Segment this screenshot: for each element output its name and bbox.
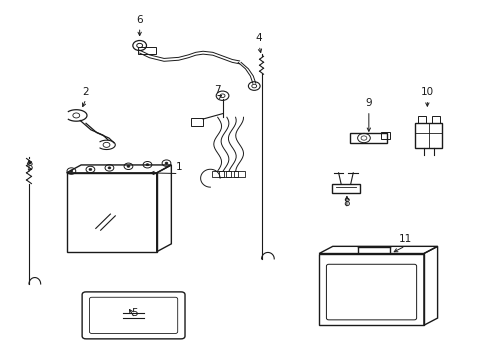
Circle shape	[127, 165, 130, 167]
Text: 5: 5	[131, 308, 138, 318]
Text: 3: 3	[25, 162, 32, 172]
Bar	[190, 118, 203, 126]
Text: 4: 4	[255, 33, 262, 43]
Circle shape	[70, 170, 73, 172]
Text: 2: 2	[82, 87, 89, 97]
Bar	[211, 171, 223, 177]
Text: 8: 8	[343, 198, 349, 208]
Text: 9: 9	[365, 98, 371, 108]
Bar	[380, 132, 389, 139]
Text: 10: 10	[420, 87, 433, 97]
Circle shape	[108, 167, 111, 169]
Bar	[431, 116, 439, 123]
Bar	[417, 116, 425, 123]
Bar	[138, 47, 156, 54]
Bar	[349, 133, 386, 143]
Text: 1: 1	[175, 162, 182, 172]
Bar	[226, 171, 238, 177]
Circle shape	[146, 164, 149, 166]
Text: 6: 6	[136, 15, 142, 26]
Bar	[219, 171, 230, 177]
Bar	[414, 123, 442, 148]
Bar	[331, 184, 359, 193]
Text: 11: 11	[398, 234, 411, 244]
Circle shape	[89, 168, 92, 171]
Circle shape	[164, 162, 167, 164]
Bar	[233, 171, 245, 177]
Text: 7: 7	[214, 85, 221, 95]
